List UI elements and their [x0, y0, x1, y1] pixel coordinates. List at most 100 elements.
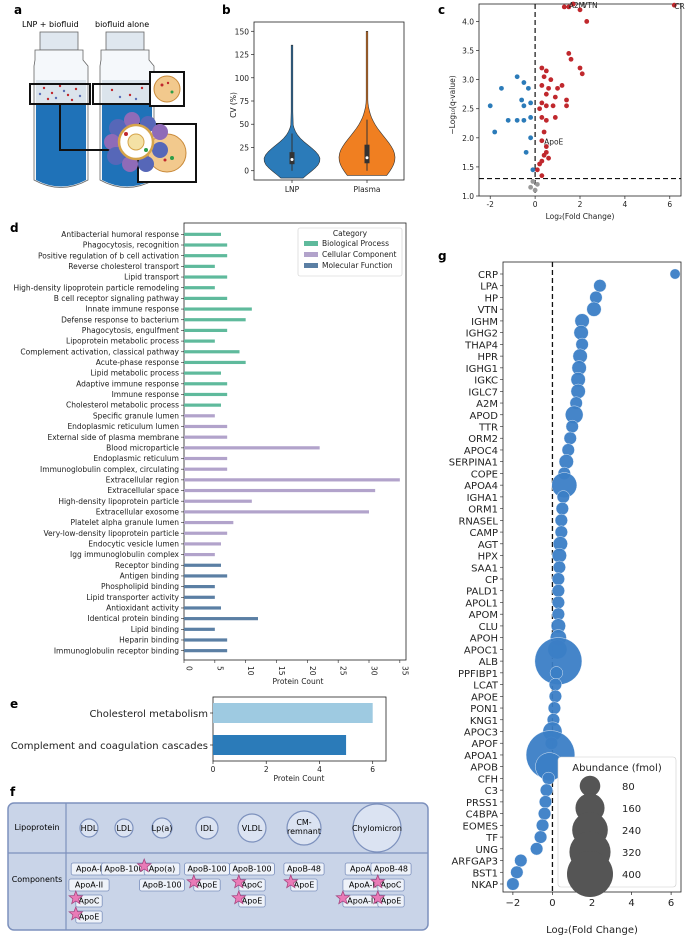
e-category-label: Cholesterol metabolism: [89, 709, 208, 720]
d-bar: [184, 499, 252, 503]
c-point-up: [543, 149, 549, 155]
d-category-label: Positive regulation of b cell activation: [38, 251, 179, 260]
f-component-label: ApoC: [241, 881, 262, 890]
c-point-down: [521, 80, 527, 85]
d-category-label: High-density lipoprotein particle: [58, 497, 179, 506]
d-bar: [184, 456, 228, 461]
g-point: [565, 420, 579, 433]
d-category-label: Phagocytosis, recognition: [83, 241, 179, 250]
d-bar: [184, 435, 228, 439]
f-component-box: [229, 862, 275, 876]
g-category-label: IGHM: [471, 317, 498, 328]
panel-label-f: f: [10, 785, 16, 799]
f-component-box: [68, 878, 110, 892]
f-component-label: ApoB-100: [142, 881, 181, 890]
g-category-label: IGLC7: [468, 387, 498, 398]
c-point-down: [487, 103, 493, 109]
g-point: [586, 301, 602, 317]
d-bar: [184, 478, 400, 482]
g-point: [541, 771, 555, 785]
d-bar: [184, 243, 228, 247]
d-category-label: Platelet alpha granule lumen: [71, 518, 180, 527]
g-category-label: ARFGAP3: [451, 857, 498, 868]
d-bar: [184, 275, 228, 279]
g-category-label: ORM1: [468, 505, 498, 516]
f-star-icon: [370, 874, 386, 889]
panel-label-a: a: [14, 3, 22, 17]
d-xtick-label: 20: [308, 666, 317, 676]
f-component-label: ApoC: [380, 881, 401, 890]
d-category-label: Immune response: [112, 390, 180, 399]
f-lipoprotein-name: HDL: [81, 824, 98, 833]
g-category-label: APOE: [471, 692, 498, 703]
d-legend-label: Biological Process: [322, 239, 389, 248]
g-category-label: COPE: [471, 469, 498, 480]
e-xtick-label: 4: [317, 765, 322, 774]
c-point-up: [570, 1, 576, 7]
c-point-down: [492, 129, 498, 135]
d-bar: [184, 585, 215, 589]
d-bar: [184, 638, 228, 642]
b-xtick-label: LNP: [285, 185, 300, 194]
g-point: [538, 807, 552, 821]
c-xtick-label: 2: [578, 200, 583, 209]
c-point-up: [584, 19, 590, 24]
g-point: [551, 548, 567, 564]
f-component-label: ApoA-II: [75, 881, 103, 890]
d-xtick-label: 0: [185, 666, 194, 671]
g-category-label: PRSS1: [466, 798, 498, 809]
lnp-protein-corona: [104, 112, 168, 172]
c-ytick-label: 1.5: [462, 163, 474, 172]
g-category-label: APOB: [470, 763, 498, 774]
g-point: [539, 795, 553, 809]
g-point: [548, 689, 562, 703]
g-category-label: ALB: [479, 657, 498, 668]
g-legend-label: 320: [622, 848, 641, 859]
g-category-label: IGHG1: [466, 364, 498, 375]
d-bar: [184, 563, 221, 567]
d-legend: Category Biological Process Cellular Comp…: [297, 227, 403, 277]
g-xtick-label: 4: [628, 898, 634, 909]
g-category-label: PON1: [470, 704, 498, 715]
g-point: [551, 572, 565, 586]
d-category-label: Very-low-density lipoprotein particle: [43, 529, 179, 538]
c-point-down: [528, 100, 534, 106]
g-category-label: APOC3: [464, 728, 498, 739]
c-point-down: [528, 135, 534, 141]
c-point-up: [559, 83, 565, 88]
g-point: [551, 595, 565, 609]
g-point: [547, 701, 561, 715]
d-category-label: Blood microparticle: [106, 443, 179, 452]
f-component-label: ApoA-II: [349, 881, 377, 890]
b-ytick-label: 75: [239, 97, 249, 106]
f-star-icon: [335, 890, 351, 905]
d-category-label: Reverse cholesterol transport: [68, 262, 179, 271]
d-category-label: Complement activation, classical pathway: [20, 347, 179, 356]
f-star-icon: [186, 874, 202, 889]
g-point: [540, 783, 554, 797]
d-category-label: Extracellular region: [106, 475, 180, 484]
g-category-label: AGT: [478, 540, 499, 551]
g-category-label: RNASEL: [458, 516, 498, 527]
f-lipoprotein-circle: [195, 816, 219, 840]
g-point: [534, 830, 548, 844]
g-category-label: BST1: [472, 868, 498, 879]
f-lipoprotein-circle: [151, 817, 173, 839]
f-star-icon: [283, 874, 299, 889]
g-point: [573, 325, 589, 341]
d-category-label: Endoplasmic reticulum lumen: [67, 422, 179, 431]
g-category-label: APOM: [469, 610, 498, 621]
f-star-icon: [231, 890, 247, 905]
d-legend-label: Cellular Component: [322, 250, 397, 259]
g-point: [552, 560, 566, 574]
e-category-label: Complement and coagulation cascades: [11, 741, 208, 752]
d-bar: [184, 350, 240, 354]
g-point: [556, 490, 570, 504]
g-xtick-label: 0: [549, 898, 555, 909]
f-component-box: [370, 862, 412, 876]
d-legend-swatch: [304, 252, 318, 257]
b-violin-lnp: [263, 44, 321, 179]
c-point-up: [561, 4, 567, 10]
c-point-up: [537, 106, 542, 112]
d-category-label: Lipoprotein metabolic process: [66, 337, 179, 346]
